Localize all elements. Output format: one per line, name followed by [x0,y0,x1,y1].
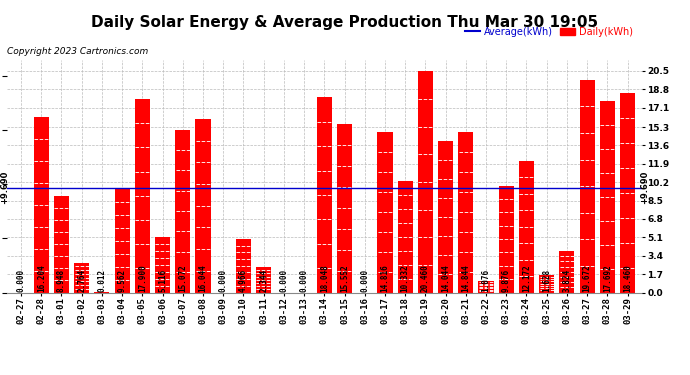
Text: 0.000: 0.000 [360,269,369,292]
Bar [34,117,49,292]
Text: 20.460: 20.460 [421,264,430,292]
Text: 15.072: 15.072 [178,264,187,292]
Bar [418,71,433,292]
Text: 3.824: 3.824 [562,269,571,292]
Bar [438,141,453,292]
Text: 12.172: 12.172 [522,264,531,292]
Bar [458,132,473,292]
Bar [195,119,210,292]
Text: 17.900: 17.900 [138,264,147,292]
Text: +9.690: +9.690 [0,171,9,204]
Text: 0.000: 0.000 [279,269,288,292]
Bar [499,186,514,292]
Text: 19.672: 19.672 [582,264,591,292]
Text: 0.000: 0.000 [219,269,228,292]
Bar [74,262,89,292]
Bar [337,124,352,292]
Text: +9.690: +9.690 [640,171,649,204]
Text: 0.012: 0.012 [97,269,106,292]
Text: 18.048: 18.048 [319,264,329,292]
Bar [539,275,554,292]
Text: 17.692: 17.692 [603,264,612,292]
Bar [397,181,413,292]
Bar [600,101,615,292]
Bar [115,189,130,292]
Text: Daily Solar Energy & Average Production Thu Mar 30 19:05: Daily Solar Energy & Average Production … [92,15,598,30]
Text: 14.844: 14.844 [462,264,471,292]
Legend: Average(kWh), Daily(kWh): Average(kWh), Daily(kWh) [462,23,637,41]
Bar [317,98,332,292]
Text: 2.764: 2.764 [77,269,86,292]
Bar [580,80,595,292]
Bar [135,99,150,292]
Text: 2.344: 2.344 [259,269,268,292]
Text: 18.460: 18.460 [623,264,632,292]
Bar [478,281,493,292]
Text: 10.332: 10.332 [401,264,410,292]
Text: 5.116: 5.116 [158,269,167,292]
Text: 16.204: 16.204 [37,264,46,292]
Text: 16.044: 16.044 [199,264,208,292]
Bar [560,251,575,292]
Bar [175,129,190,292]
Text: 8.948: 8.948 [57,269,66,292]
Text: 0.000: 0.000 [299,269,308,292]
Bar [620,93,635,292]
Text: 4.966: 4.966 [239,269,248,292]
Bar [256,267,271,292]
Text: 14.044: 14.044 [441,264,450,292]
Text: Copyright 2023 Cartronics.com: Copyright 2023 Cartronics.com [7,47,148,56]
Bar [377,132,393,292]
Bar [54,196,69,292]
Text: 9.876: 9.876 [502,269,511,292]
Text: 15.552: 15.552 [340,264,349,292]
Text: 1.628: 1.628 [542,269,551,292]
Bar [236,239,251,292]
Bar [155,237,170,292]
Text: 0.000: 0.000 [17,269,26,292]
Text: 14.816: 14.816 [380,264,389,292]
Text: 9.562: 9.562 [117,269,127,292]
Text: 1.076: 1.076 [482,269,491,292]
Bar [519,161,534,292]
